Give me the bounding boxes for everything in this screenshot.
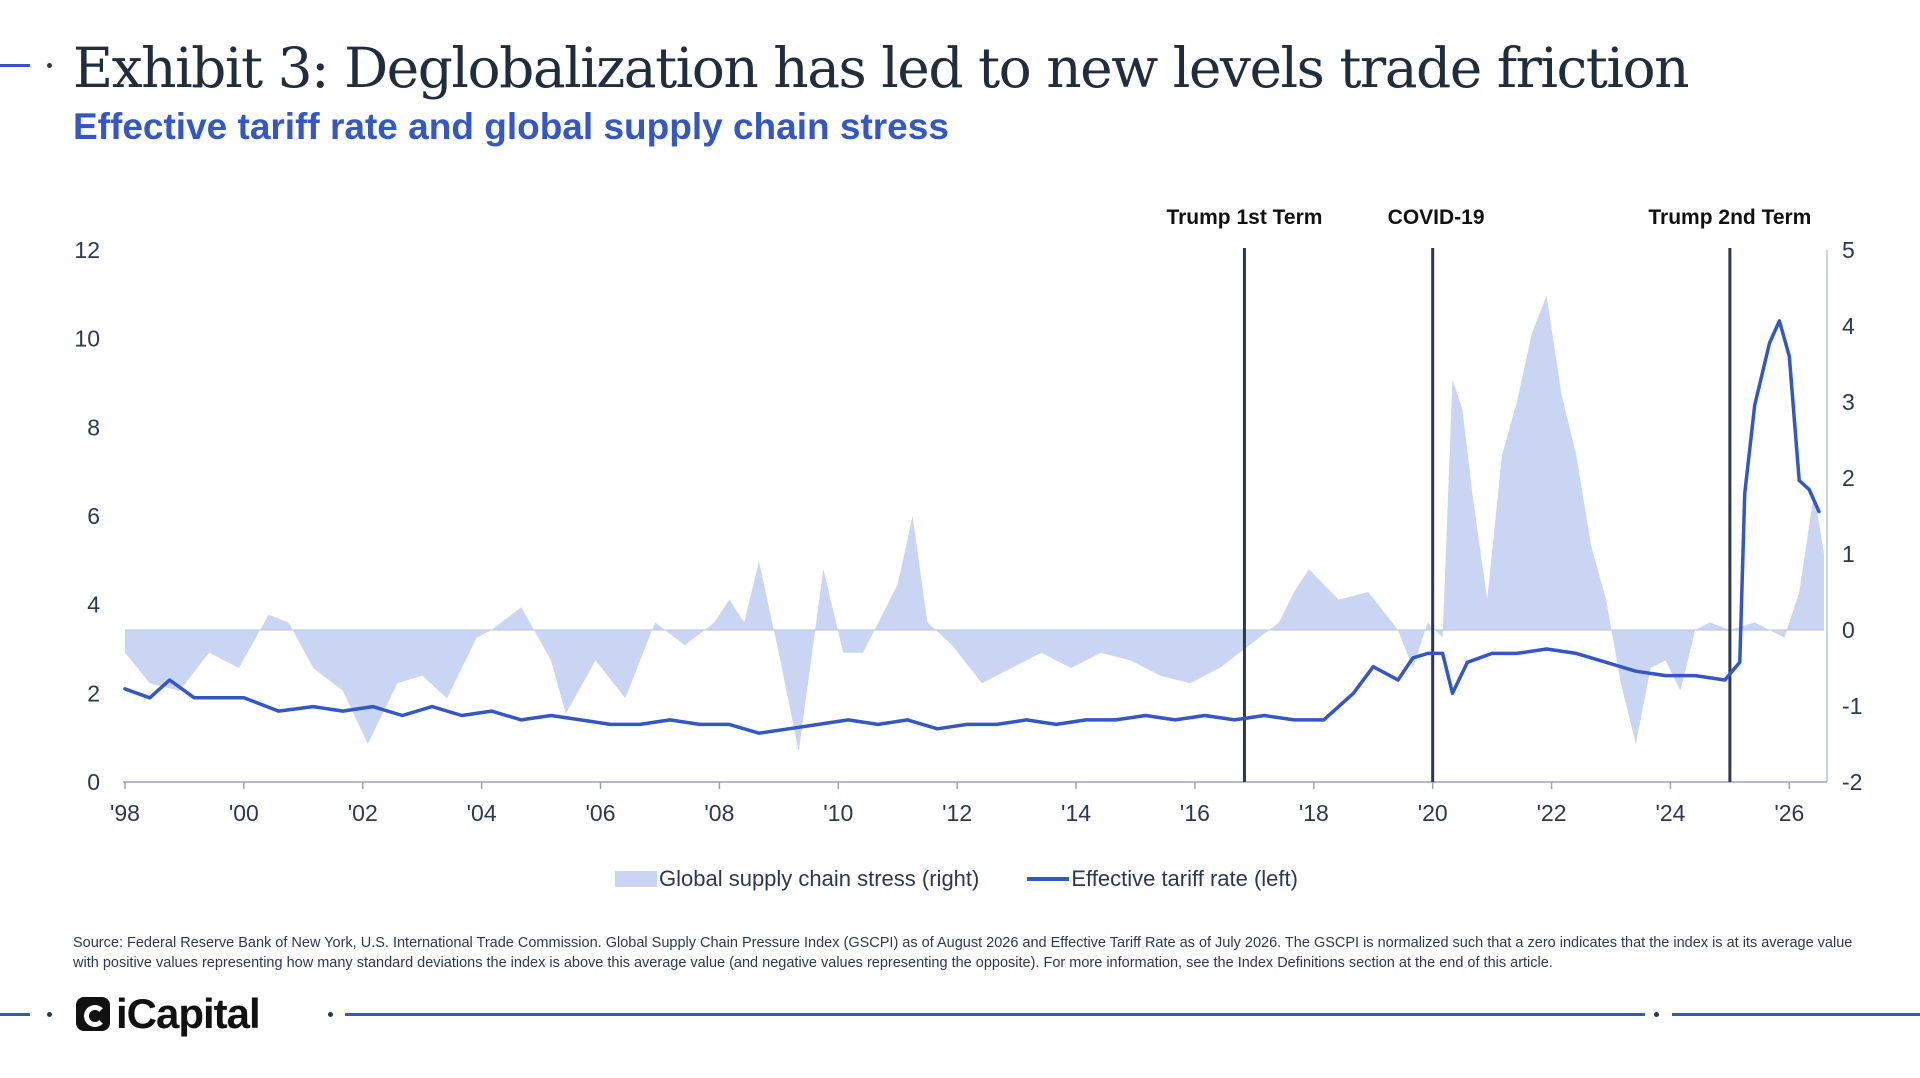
legend-label-tariff: Effective tariff rate (left) <box>1071 866 1298 891</box>
left-y-tick-label: 4 <box>87 592 100 618</box>
footer-rule-main <box>345 1013 1645 1016</box>
event-label: Trump 1st Term <box>1166 206 1322 229</box>
icapital-logo-icon <box>76 997 110 1031</box>
x-tick-label: '08 <box>704 800 734 826</box>
header-accent-dash <box>0 64 30 67</box>
right-y-tick-label: 2 <box>1842 465 1855 491</box>
event-label: Trump 2nd Term <box>1648 206 1811 229</box>
left-y-tick-label: 10 <box>74 326 100 352</box>
page-subtitle: Effective tariff rate and global supply … <box>73 106 949 147</box>
annotation-layer: Trump 1st Term COVID-19 Trump 2nd Term <box>1166 206 1811 782</box>
x-tick-label: '24 <box>1655 800 1685 826</box>
icapital-logo: iCapital <box>76 990 261 1038</box>
x-tick-label: '04 <box>467 800 497 826</box>
source-note: Source: Federal Reserve Bank of New York… <box>73 935 1853 971</box>
legend-swatch-line <box>1027 877 1070 881</box>
legend-swatch-area <box>615 871 657 887</box>
right-y-tick-label: -1 <box>1842 693 1862 719</box>
left-y-tick-label: 8 <box>87 414 100 440</box>
chart: '98 '00 '02 '04 '06 '08 '10 '12 '14 '16 '18 '20 '22 '… <box>74 206 1862 826</box>
footer-rule-end <box>1672 1013 1920 1016</box>
x-tick-label: '98 <box>110 800 140 826</box>
left-y-tick-label: 2 <box>87 680 100 706</box>
x-tick-label: '16 <box>1180 800 1210 826</box>
tariff-line-layer <box>123 319 1821 735</box>
right-y-tick-label: 1 <box>1842 541 1855 567</box>
page-title: Exhibit 3: Deglobalization has led to ne… <box>73 36 1690 100</box>
right-y-tick-label: 0 <box>1842 617 1855 643</box>
x-tick-label: '22 <box>1537 800 1567 826</box>
left-y-tick-label: 12 <box>74 237 100 263</box>
icapital-logo-text: iCapital <box>116 990 261 1037</box>
footer-accent-dot-mid <box>328 1012 333 1017</box>
x-tick-label: '06 <box>586 800 616 826</box>
effective-tariff-rate-line <box>123 319 1821 735</box>
right-y-tick-label: 3 <box>1842 389 1855 415</box>
x-tick-label: '14 <box>1061 800 1091 826</box>
chart-legend: Global supply chain stress (right) Effec… <box>615 866 1298 892</box>
x-tick-label: '02 <box>348 800 378 826</box>
right-y-tick-label: 5 <box>1842 237 1855 263</box>
x-tick-label: '10 <box>823 800 853 826</box>
axis-layer: '98 '00 '02 '04 '06 '08 '10 '12 '14 '16 '18 '20 '22 '… <box>74 237 1862 826</box>
event-label: COVID-19 <box>1388 206 1485 229</box>
x-tick-label: '00 <box>229 800 259 826</box>
x-tick-label: '26 <box>1774 800 1804 826</box>
footer-accent-dash <box>0 1013 30 1016</box>
x-tick-label: '18 <box>1299 800 1329 826</box>
left-y-tick-label: 6 <box>87 503 100 529</box>
right-y-tick-label: 4 <box>1842 313 1855 339</box>
header-accent-dot <box>47 63 52 68</box>
x-tick-label: '12 <box>942 800 972 826</box>
footer-accent-dot-left <box>47 1012 52 1017</box>
footer-accent-dot-right <box>1654 1012 1659 1017</box>
right-y-tick-label: -2 <box>1842 769 1862 795</box>
x-tick-label: '20 <box>1418 800 1448 826</box>
supply-chain-stress-area <box>125 295 1824 752</box>
supply-chain-area-layer <box>125 295 1824 752</box>
legend-label-supply-chain: Global supply chain stress (right) <box>659 866 980 891</box>
left-y-tick-label: 0 <box>87 769 100 795</box>
